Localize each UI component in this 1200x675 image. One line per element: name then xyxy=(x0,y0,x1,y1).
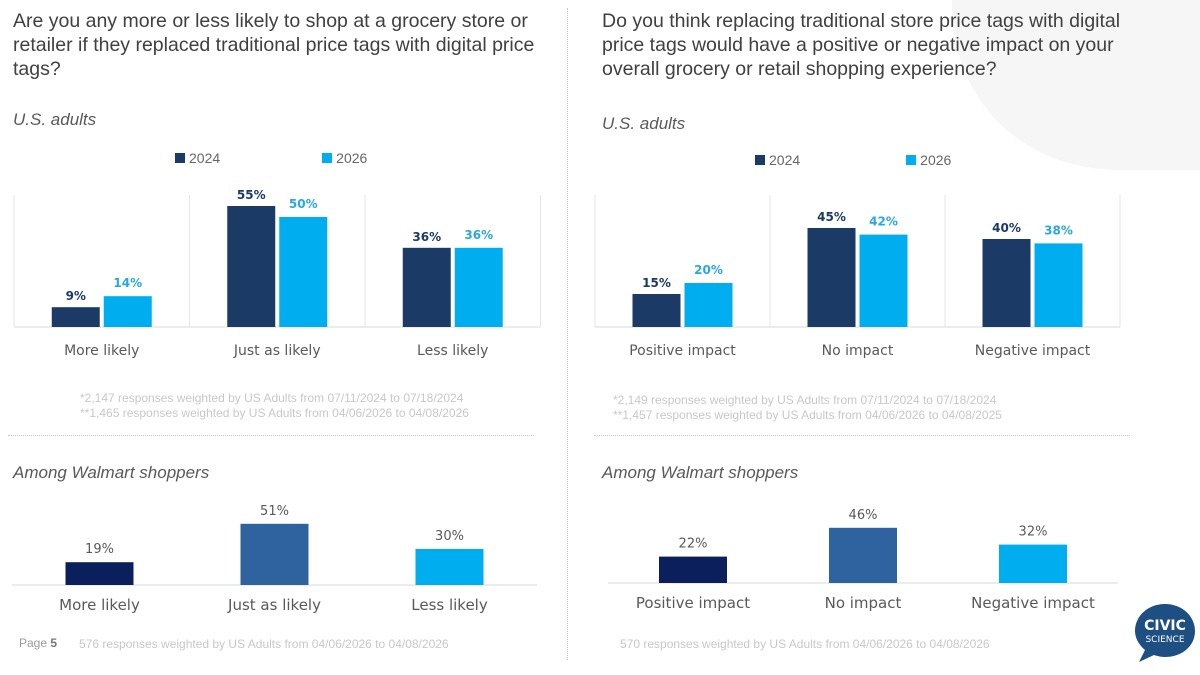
section-divider xyxy=(594,435,1130,436)
category-label: Less likely xyxy=(411,596,488,614)
logo-line1: CIVIC xyxy=(1144,618,1186,634)
category-label: Just as likely xyxy=(227,596,321,614)
data-label-2024: 9% xyxy=(66,289,86,303)
bar-2024 xyxy=(807,228,856,327)
vertical-divider xyxy=(567,8,568,660)
data-label-2024: 40% xyxy=(992,221,1021,235)
data-label-2026: 14% xyxy=(113,276,142,290)
section-divider xyxy=(8,435,534,436)
us-adults-label: U.S. adults xyxy=(13,110,97,129)
bar-2026 xyxy=(454,247,503,327)
legend-swatch-2024 xyxy=(175,153,185,163)
page-number: Page 5 xyxy=(19,636,57,650)
legend: 2024 2026 xyxy=(175,150,367,166)
legend-swatch-2024 xyxy=(755,155,765,165)
data-label: 19% xyxy=(85,542,114,557)
bar-2024 xyxy=(632,294,681,327)
walmart-shoppers-label: Among Walmart shoppers xyxy=(602,463,799,482)
bar-2024 xyxy=(402,247,451,327)
bar-2024 xyxy=(51,307,100,327)
category-label: No impact xyxy=(822,343,894,359)
data-label: 32% xyxy=(1019,525,1048,540)
category-label: Negative impact xyxy=(975,343,1091,359)
category-label: Just as likely xyxy=(233,343,321,359)
data-label-2026: 38% xyxy=(1044,223,1073,237)
data-label-2024: 36% xyxy=(412,230,441,244)
bar-2026 xyxy=(859,234,908,327)
us-adults-label: U.S. adults xyxy=(602,114,686,133)
category-label: Positive impact xyxy=(629,343,736,359)
legend-label-2024: 2024 xyxy=(769,152,801,168)
bar xyxy=(829,527,897,583)
data-label-2024: 55% xyxy=(237,188,266,202)
question-title: Are you any more or less likely to shop … xyxy=(13,10,535,80)
data-label-2024: 15% xyxy=(642,276,671,290)
data-label: 51% xyxy=(260,504,289,519)
data-label: 30% xyxy=(435,529,464,544)
walmart-footnote: 576 responses weighted by US Adults from… xyxy=(79,637,449,651)
category-label: More likely xyxy=(64,343,139,359)
bar-2026 xyxy=(684,283,733,327)
us-adults-likelihood-chart: 9% 14% More likely 55% 50% Just as likely 36% 3… xyxy=(13,188,541,359)
logo-speech-bubble-icon xyxy=(1135,604,1195,662)
data-label: 22% xyxy=(679,537,708,552)
bar xyxy=(240,523,309,585)
bar-2026 xyxy=(1034,243,1083,327)
footnote-2026: **1,465 responses weighted by US Adults … xyxy=(80,406,469,420)
right-panel: Do you think replacing traditional store… xyxy=(580,0,1140,675)
bar-2024 xyxy=(227,206,276,327)
footnote-2024: *2,147 responses weighted by US Adults f… xyxy=(80,391,464,405)
logo-line2: SCIENCE xyxy=(1145,635,1184,645)
left-panel: Are you any more or less likely to shop … xyxy=(0,0,560,675)
category-label: More likely xyxy=(59,596,140,614)
data-label-2026: 20% xyxy=(694,263,723,277)
page-number-value: 5 xyxy=(50,636,58,650)
legend-swatch-2026 xyxy=(906,155,917,165)
legend-swatch-2026 xyxy=(322,153,333,163)
category-label: No impact xyxy=(825,594,902,612)
bar xyxy=(659,556,727,583)
bar-2026 xyxy=(103,296,152,327)
legend-label-2024: 2024 xyxy=(189,150,221,166)
data-label-2024: 45% xyxy=(817,210,846,224)
bar xyxy=(999,544,1067,583)
data-label-2026: 36% xyxy=(464,228,493,242)
legend-label-2026: 2026 xyxy=(920,152,952,168)
walmart-likelihood-chart: 19% More likely 51% Just as likely 30% Less l… xyxy=(12,504,537,614)
category-label: Positive impact xyxy=(636,594,750,612)
bar xyxy=(65,562,134,585)
category-label: Less likely xyxy=(417,343,488,359)
bar-2024 xyxy=(982,239,1031,327)
legend-label-2026: 2026 xyxy=(336,150,368,166)
legend: 2024 2026 xyxy=(755,152,951,168)
data-label-2026: 50% xyxy=(289,197,318,211)
footnote-2026: **1,457 responses weighted by US Adults … xyxy=(613,408,1002,422)
walmart-impact-chart: 22% Positive impact 46% No impact 32% Negativ… xyxy=(608,508,1118,612)
footnotes: *2,147 responses weighted by US Adults f… xyxy=(80,391,469,421)
category-label: Negative impact xyxy=(971,594,1095,612)
us-adults-impact-chart: 15% 20% Positive impact 45% 42% No impact 40% 3… xyxy=(594,195,1121,359)
data-label: 46% xyxy=(849,508,878,523)
footnote-2024: *2,149 responses weighted by US Adults f… xyxy=(613,393,997,407)
data-label-2026: 42% xyxy=(869,215,898,229)
walmart-footnote: 570 responses weighted by US Adults from… xyxy=(620,637,990,651)
question-title: Do you think replacing traditional store… xyxy=(602,10,1121,80)
civic-science-logo: CIVIC SCIENCE xyxy=(1135,604,1195,662)
walmart-shoppers-label: Among Walmart shoppers xyxy=(13,463,210,482)
footnotes: *2,149 responses weighted by US Adults f… xyxy=(613,393,1002,423)
bar xyxy=(415,549,484,585)
page-label: Page xyxy=(19,636,48,650)
bar-2026 xyxy=(279,217,328,327)
